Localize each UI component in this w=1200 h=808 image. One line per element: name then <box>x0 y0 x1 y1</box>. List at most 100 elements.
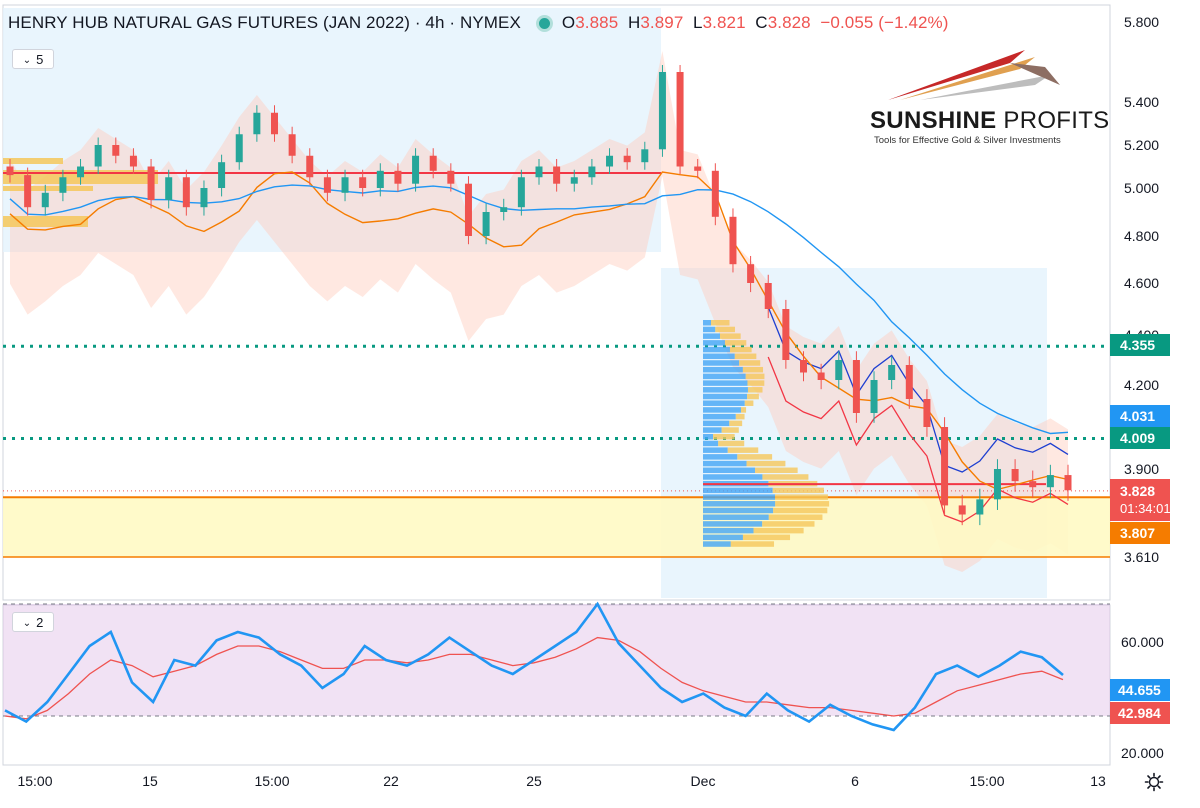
candle-body <box>1011 469 1019 482</box>
candle-body <box>747 264 755 283</box>
chevron-down-icon: ⌄ <box>22 618 32 629</box>
chevron-down-icon: ⌄ <box>22 55 32 66</box>
volume-profile-row <box>703 333 721 339</box>
volume-profile-row <box>729 420 743 427</box>
candle-body <box>1046 475 1054 488</box>
candle-body <box>976 499 984 515</box>
volume-profile-row <box>762 521 815 527</box>
price-axis-tick: 5.200 <box>1124 137 1159 153</box>
candle-body <box>129 155 137 167</box>
candle-body <box>641 149 649 163</box>
candle-body <box>764 283 772 309</box>
volume-profile-row <box>703 366 743 373</box>
oscillator-band <box>3 604 1110 716</box>
candle-body <box>218 162 226 188</box>
candle-body <box>271 112 278 135</box>
candle-body <box>376 170 384 188</box>
sunshine-profits-logo: SUNSHINE PROFITS Tools for Effective Gol… <box>860 45 1109 155</box>
candle-body <box>94 145 102 167</box>
volume-profile-row <box>775 494 828 500</box>
candle-body <box>658 72 666 150</box>
ohlc-close: 3.828 <box>767 13 811 32</box>
candle-body <box>606 155 614 167</box>
moving-average-fast <box>9 171 1069 491</box>
volume-profile-row <box>711 320 730 326</box>
candle-body <box>870 380 878 413</box>
volume-profile-row <box>703 454 738 460</box>
volume-profile-row <box>703 320 711 326</box>
price-axis-tick: 3.900 <box>1124 461 1159 477</box>
price-axis-tick: 4.600 <box>1124 275 1159 291</box>
bar-countdown: 01:34:01 <box>1120 501 1171 516</box>
volume-profile-row <box>703 501 776 507</box>
main-legend-toggle-button[interactable]: ⌄ 5 <box>12 49 54 69</box>
support-zone <box>3 497 1110 557</box>
ohlc-high: 3.897 <box>640 13 684 32</box>
volume-profile-row <box>715 326 735 333</box>
volume-profile-row <box>703 373 746 380</box>
candle-body <box>905 365 913 399</box>
volume-profile-row <box>703 407 741 413</box>
candle-body <box>553 166 561 184</box>
volume-profile-row <box>775 501 830 507</box>
oscillator-legend-count: 2 <box>36 615 44 630</box>
candle-body <box>288 134 296 156</box>
candle-body <box>888 365 896 380</box>
chart-title-bar: HENRY HUB NATURAL GAS FUTURES (JAN 2022)… <box>8 13 949 33</box>
price-axis-tick: 4.200 <box>1124 377 1159 393</box>
osc-tag-rsi: 44.655 <box>1110 679 1170 701</box>
candle-body <box>800 360 807 373</box>
volume-profile-row <box>703 326 716 333</box>
candle-body <box>323 177 331 193</box>
volume-profile-row <box>724 340 747 346</box>
osc-tag-rsi-ma: 42.984 <box>1110 702 1170 724</box>
volume-profile-row <box>703 541 731 547</box>
volume-profile-row <box>747 387 763 393</box>
price-axis-tick: 5.000 <box>1124 180 1159 196</box>
channel-line-mid <box>767 356 1069 523</box>
candle-body <box>359 177 367 188</box>
candle-body <box>588 166 596 178</box>
level-tag-support: 3.807 <box>1110 522 1170 544</box>
gear-icon[interactable] <box>1144 772 1164 792</box>
volume-profile-row <box>703 427 722 433</box>
candle-body <box>923 399 931 427</box>
volume-profile-row <box>718 440 745 447</box>
candle-body <box>447 170 455 184</box>
volume-profile-row <box>734 353 757 360</box>
volume-profile-row <box>703 360 740 366</box>
volume-profile-row <box>703 487 773 494</box>
price-axis: 5.8005.4005.2005.0004.8004.6004.4004.200… <box>1124 14 1159 565</box>
candles <box>6 65 1072 526</box>
volume-profile-row <box>703 420 730 427</box>
volume-profile-row <box>739 360 761 366</box>
oscillator-legend-toggle-button[interactable]: ⌄ 2 <box>12 612 54 632</box>
candle-body <box>429 155 437 171</box>
volume-profile-row <box>703 494 776 500</box>
volume-profile-row <box>703 434 714 440</box>
candle-body <box>570 177 578 184</box>
main-pane-border <box>2 4 1111 601</box>
volume-profile-row <box>703 400 745 406</box>
volume-profile-row <box>773 507 828 514</box>
volume-profile-row <box>768 514 823 520</box>
volume-profile-row <box>744 400 754 406</box>
volume-profile-row <box>703 527 754 534</box>
candle-body <box>623 155 631 163</box>
chart-title: HENRY HUB NATURAL GAS FUTURES (JAN 2022)… <box>8 13 521 32</box>
candle-body <box>941 427 949 506</box>
ohlc-readout: O3.885 H3.897 L3.821 C3.828 −0.055 (−1.4… <box>561 13 949 32</box>
volume-profile-row <box>721 427 739 433</box>
oscillator-axis-tick: 20.000 <box>1121 745 1164 761</box>
volume-profile-row <box>713 434 735 440</box>
volume-profile-row <box>703 380 748 386</box>
market-status-icon <box>538 17 550 29</box>
main-legend-count: 5 <box>36 52 44 67</box>
volume-profile-row <box>703 413 736 420</box>
volume-profile-row <box>703 346 730 353</box>
volume-profile-row <box>753 527 804 534</box>
volume-profile-row <box>737 454 773 460</box>
oscillator-series-line <box>4 601 1064 732</box>
volume-profile-row <box>727 447 759 453</box>
